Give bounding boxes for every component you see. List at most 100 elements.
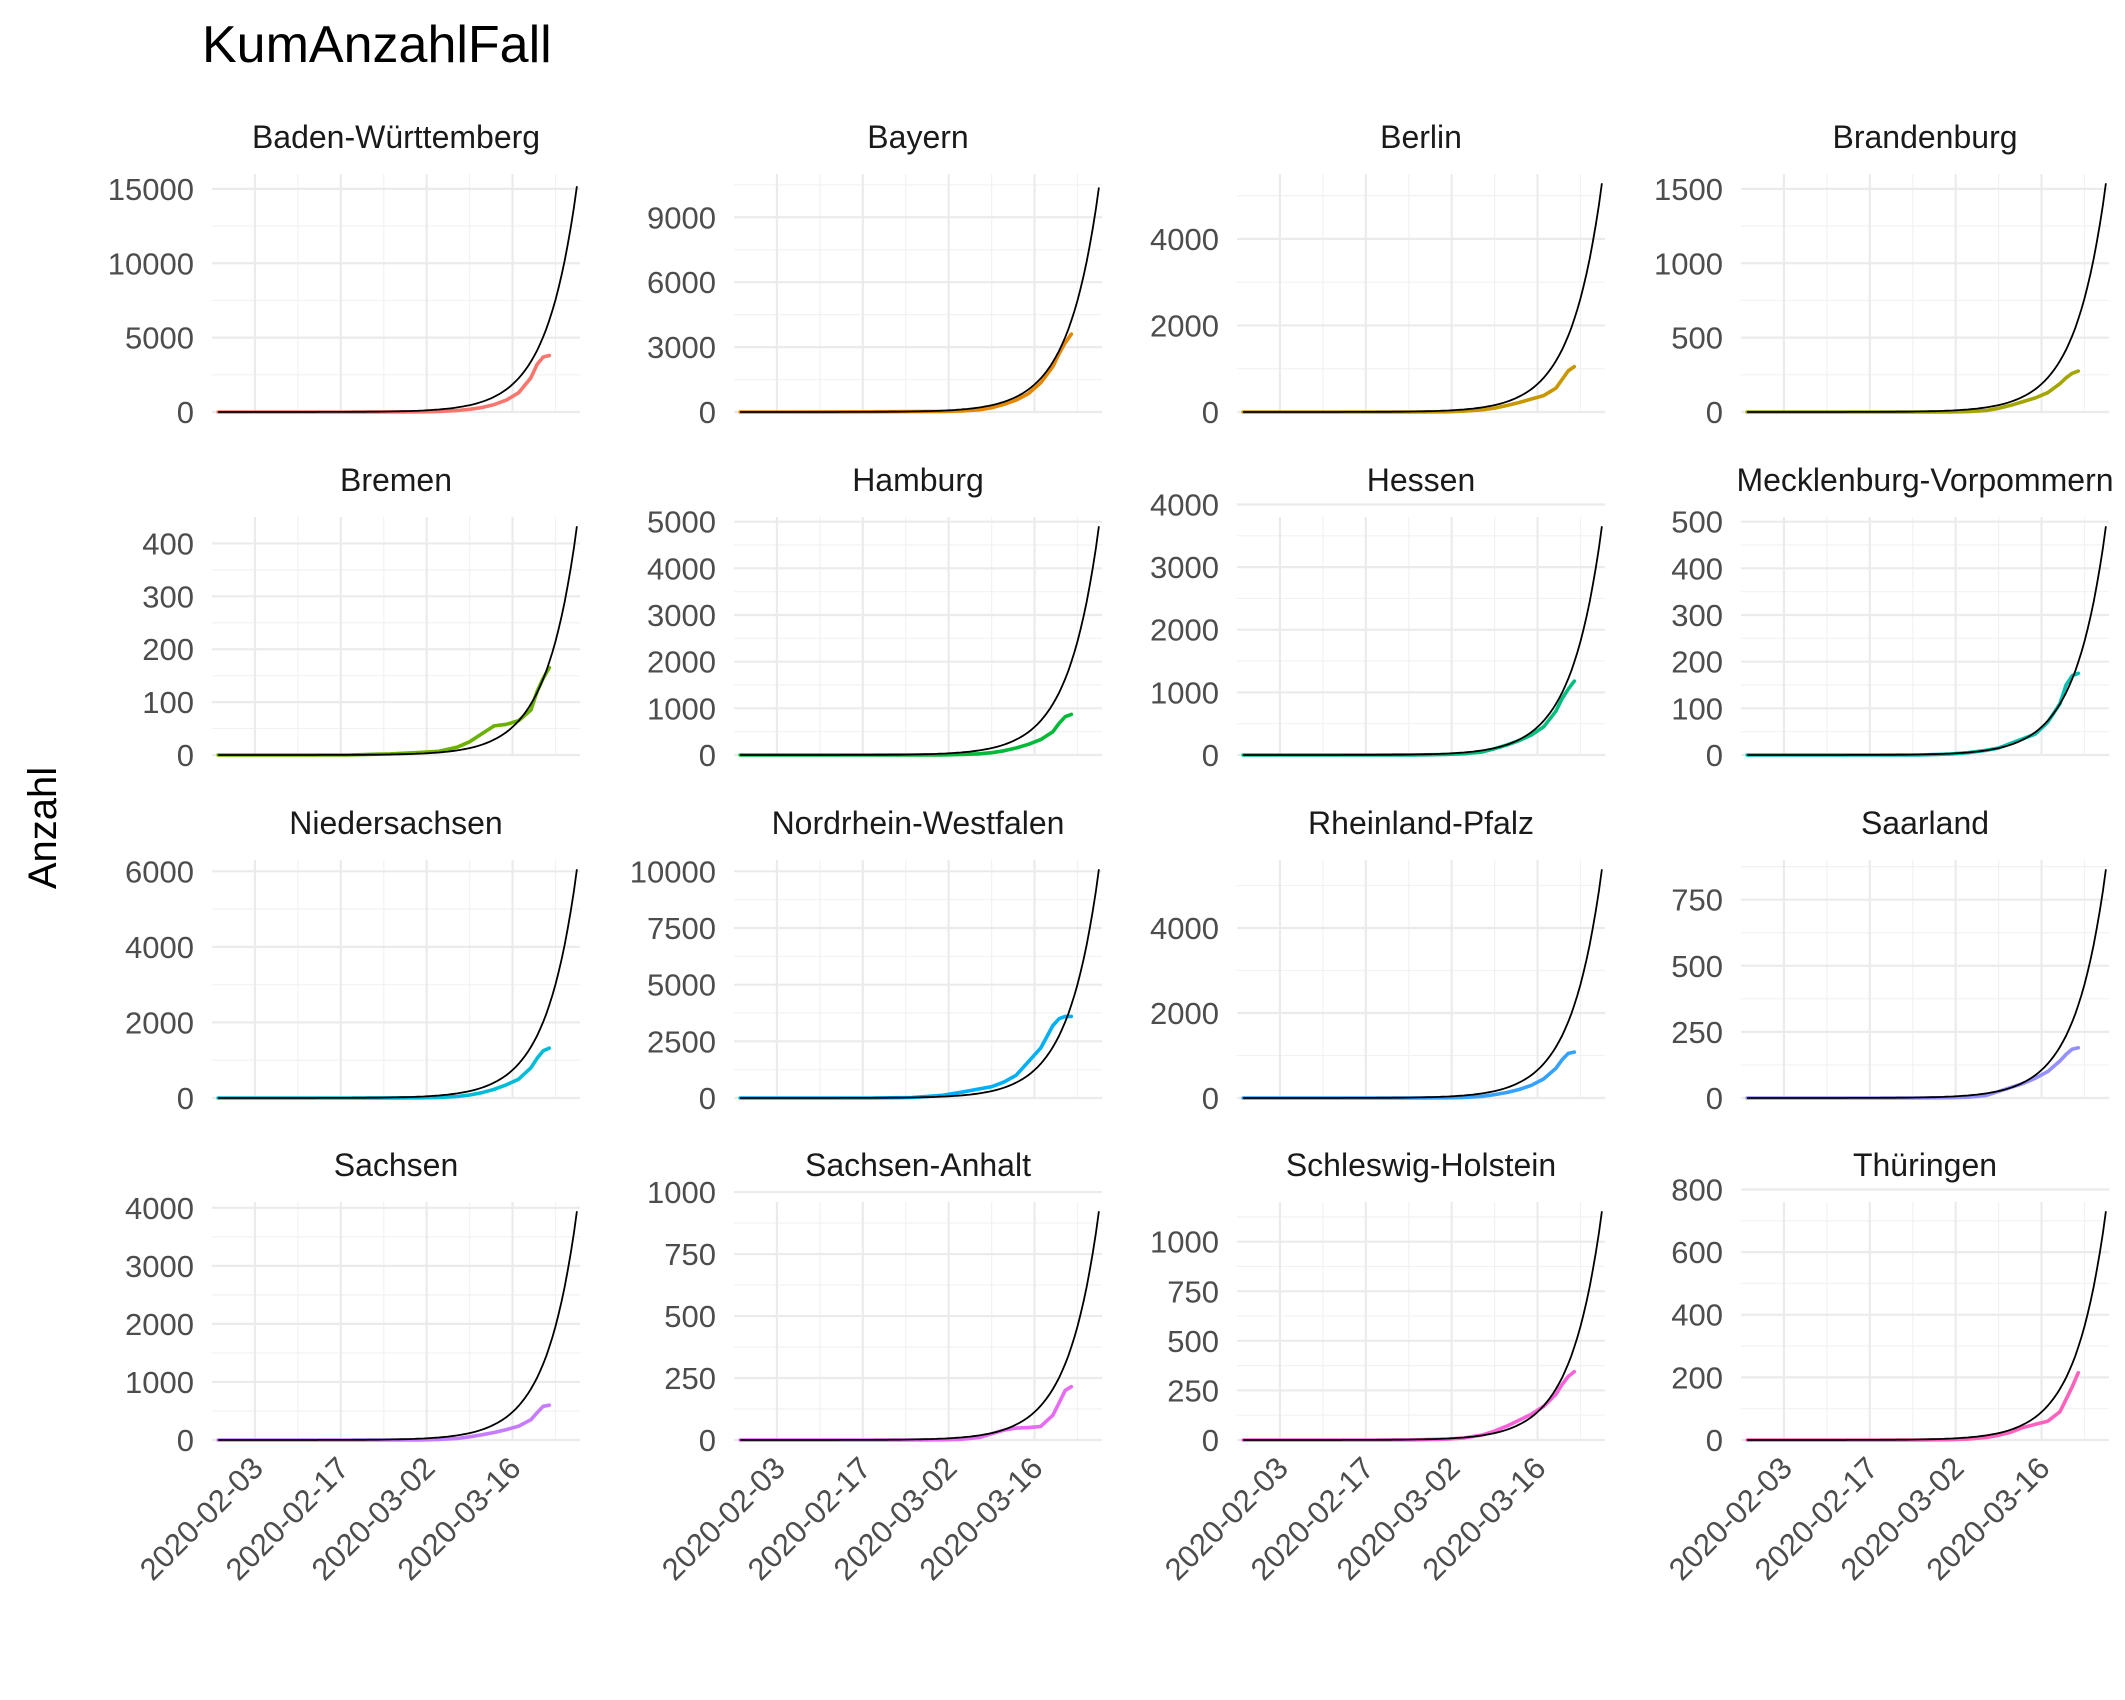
trend-line [740, 187, 1100, 413]
y-tick-label: 750 [664, 1237, 716, 1272]
y-tick-label: 300 [142, 579, 194, 614]
y-tick-label: 750 [1671, 883, 1723, 918]
facet-strip-label: Thüringen [1853, 1147, 1997, 1183]
y-tick-label: 5000 [647, 968, 716, 1003]
facet-strip-label: Niedersachsen [289, 805, 502, 841]
y-tick-label: 1000 [647, 691, 716, 726]
y-tick-label: 500 [1671, 949, 1723, 984]
facet-strip-label: Sachsen [334, 1147, 459, 1183]
y-tick-label: 4000 [125, 930, 194, 965]
trend-line [1243, 183, 1603, 413]
y-tick-label: 250 [1671, 1015, 1723, 1050]
y-tick-label: 200 [1671, 645, 1723, 680]
chart-title: KumAnzahlFall [202, 16, 552, 74]
y-tick-label: 800 [1671, 1172, 1723, 1207]
facet-panel: Sachsen010002000300040002020-02-032020-0… [125, 1147, 580, 1587]
trend-line [1747, 1211, 2107, 1441]
facet-strip-label: Hessen [1367, 462, 1476, 498]
facet-grid: Baden-Württemberg050001000015000Bayern03… [108, 119, 2114, 1587]
trend-line [218, 526, 578, 756]
y-tick-label: 2500 [647, 1024, 716, 1059]
y-tick-label: 0 [1706, 395, 1723, 430]
trend-line [1747, 183, 2107, 413]
facet-panel: Mecklenburg-Vorpommern 0 100 200 300 400 500 [1671, 462, 2113, 773]
y-axis-label: Anzahl [21, 767, 65, 889]
y-tick-label: 5000 [125, 321, 194, 356]
y-tick-label: 0 [699, 395, 716, 430]
y-tick-label: 4000 [125, 1191, 194, 1226]
facet-strip-label: Schleswig-Holstein [1286, 1147, 1556, 1183]
y-tick-label: 0 [1202, 395, 1219, 430]
facet-panel: Thüringen02004006008002020-02-032020-02-… [1662, 1147, 2109, 1587]
y-tick-label: 500 [1671, 505, 1723, 540]
trend-line [1243, 1211, 1603, 1441]
facet-strip-label: Brandenburg [1832, 119, 2017, 155]
facet-panel: Schleswig-Holstein025050075010002020-02-… [1150, 1147, 1605, 1587]
y-tick-label: 2000 [1150, 308, 1219, 343]
y-tick-label: 2000 [647, 645, 716, 680]
trend-line [218, 186, 578, 413]
trend-line [1747, 526, 2107, 756]
y-tick-label: 4000 [647, 551, 716, 586]
y-tick-label: 200 [142, 632, 194, 667]
facet-panel: Rheinland-Pfalz 0 2000 4000 [1150, 805, 1605, 1116]
y-tick-label: 500 [1167, 1324, 1219, 1359]
facet-panel: Nordrhein-Westfalen 0 2500 5000 7500 10000 [630, 805, 1102, 1116]
y-tick-label: 0 [699, 738, 716, 773]
y-tick-label: 0 [699, 1423, 716, 1458]
trend-line [740, 526, 1100, 756]
y-tick-label: 10000 [630, 854, 716, 889]
y-tick-label: 400 [142, 526, 194, 561]
y-tick-label: 0 [177, 1081, 194, 1116]
y-tick-label: 500 [664, 1299, 716, 1334]
y-tick-label: 0 [1706, 1081, 1723, 1116]
y-tick-label: 3000 [125, 1249, 194, 1284]
facet-panel: Bremen 0 100 200 300 400 [142, 462, 580, 773]
trend-line [218, 1211, 578, 1441]
facet-panel: Brandenburg 0 500 1000 1500 [1654, 119, 2109, 430]
facet-panel: Baden-Württemberg 0 5000 10000 15000 [108, 119, 580, 430]
y-tick-label: 1500 [1654, 172, 1723, 207]
y-tick-label: 600 [1671, 1235, 1723, 1270]
facet-strip-label: Nordrhein-Westfalen [772, 805, 1065, 841]
y-tick-label: 0 [1202, 738, 1219, 773]
y-tick-label: 0 [177, 395, 194, 430]
facet-strip-label: Bayern [867, 119, 968, 155]
y-tick-label: 2000 [1150, 996, 1219, 1031]
y-tick-label: 100 [1671, 691, 1723, 726]
y-tick-label: 15000 [108, 172, 194, 207]
y-tick-label: 4000 [1150, 911, 1219, 946]
facet-strip-label: Berlin [1380, 119, 1462, 155]
y-tick-label: 3000 [647, 330, 716, 365]
y-tick-label: 2000 [1150, 613, 1219, 648]
y-tick-label: 0 [177, 738, 194, 773]
y-tick-label: 1000 [1150, 1225, 1219, 1260]
facet-strip-label: Baden-Württemberg [252, 119, 540, 155]
y-tick-label: 5000 [647, 505, 716, 540]
facet-panel: Saarland 0 250 500 750 [1671, 805, 2109, 1116]
facet-strip-label: Bremen [340, 462, 452, 498]
y-tick-label: 4000 [1150, 487, 1219, 522]
facet-panel: Bayern 0 3000 6000 9000 [647, 119, 1102, 430]
y-tick-label: 0 [1706, 738, 1723, 773]
y-tick-label: 1000 [647, 1175, 716, 1210]
y-tick-label: 750 [1167, 1274, 1219, 1309]
trend-line [218, 869, 578, 1099]
facet-panel: Berlin 0 2000 4000 [1150, 119, 1605, 430]
y-tick-label: 400 [1671, 1298, 1723, 1333]
y-tick-label: 1000 [1150, 675, 1219, 710]
y-tick-label: 0 [177, 1423, 194, 1458]
facet-strip-label: Saarland [1861, 805, 1989, 841]
y-tick-label: 2000 [125, 1005, 194, 1040]
facet-strip-label: Mecklenburg-Vorpommern [1736, 462, 2113, 498]
facet-panel: Niedersachsen 0 2000 4000 6000 [125, 805, 580, 1116]
facet-panel: Hessen 0 1000 2000 3000 4000 [1150, 462, 1605, 773]
y-tick-label: 6000 [125, 854, 194, 889]
y-tick-label: 6000 [647, 265, 716, 300]
y-tick-label: 500 [1671, 321, 1723, 356]
trend-line [740, 869, 1100, 1099]
y-tick-label: 250 [664, 1361, 716, 1396]
trend-line [1747, 869, 2107, 1099]
facet-strip-label: Sachsen-Anhalt [805, 1147, 1031, 1183]
